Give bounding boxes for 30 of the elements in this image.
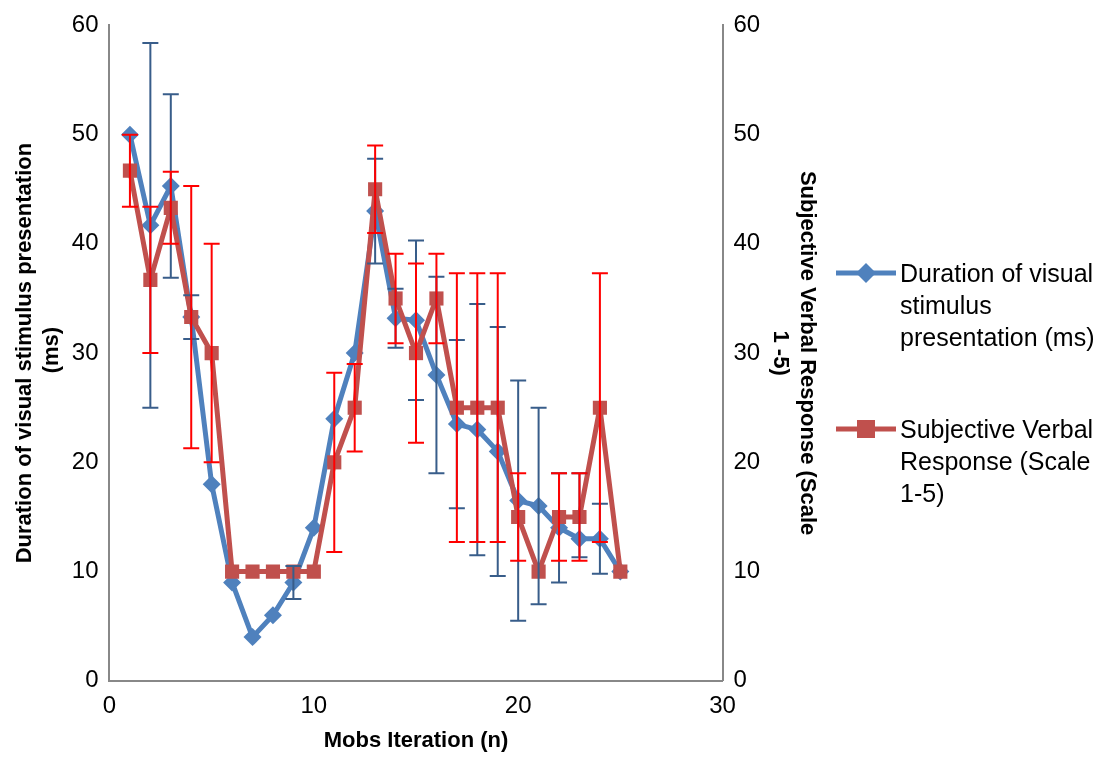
legend-label: Duration of visual stimulus presentation (ms) — [900, 258, 1096, 353]
y-tick-label: 30 — [71, 337, 99, 365]
y2-tick-label: 0 — [733, 665, 747, 693]
point — [306, 564, 321, 579]
point — [202, 475, 221, 494]
x-tick-label: 0 — [102, 690, 117, 718]
y-tick-label: 60 — [71, 10, 99, 38]
point — [225, 564, 240, 579]
x-tick-label: 10 — [300, 690, 328, 718]
y2-tick-label: 10 — [733, 556, 761, 584]
point — [265, 564, 281, 579]
x-axis-title: Mobs Iteration (n) — [323, 726, 509, 752]
x-tick-label: 30 — [709, 690, 736, 718]
y-tick-label: 40 — [71, 228, 99, 256]
x-tick-label: 20 — [504, 690, 532, 718]
y-tick-label: 0 — [85, 665, 99, 693]
y2-tick-label: 40 — [733, 228, 761, 256]
y-axis-title: Duration of visual stimulus presentation (ms) — [11, 142, 63, 564]
y2-tick-label: 50 — [733, 119, 761, 147]
y2-axis-title: Subjective Verbal Response (Scale 1 -5) — [769, 170, 821, 536]
y-tick-label: 20 — [71, 446, 99, 474]
y2-tick-label: 30 — [733, 337, 761, 365]
y-tick-label: 10 — [71, 556, 99, 584]
point — [245, 564, 260, 579]
y2-tick-label: 20 — [733, 446, 761, 474]
y-tick-label: 50 — [71, 119, 99, 147]
y2-tick-label: 60 — [733, 10, 761, 38]
point — [263, 606, 282, 625]
point — [243, 628, 262, 647]
legend-label: Subjective Verbal Response (Scale 1-5) — [900, 414, 1095, 509]
